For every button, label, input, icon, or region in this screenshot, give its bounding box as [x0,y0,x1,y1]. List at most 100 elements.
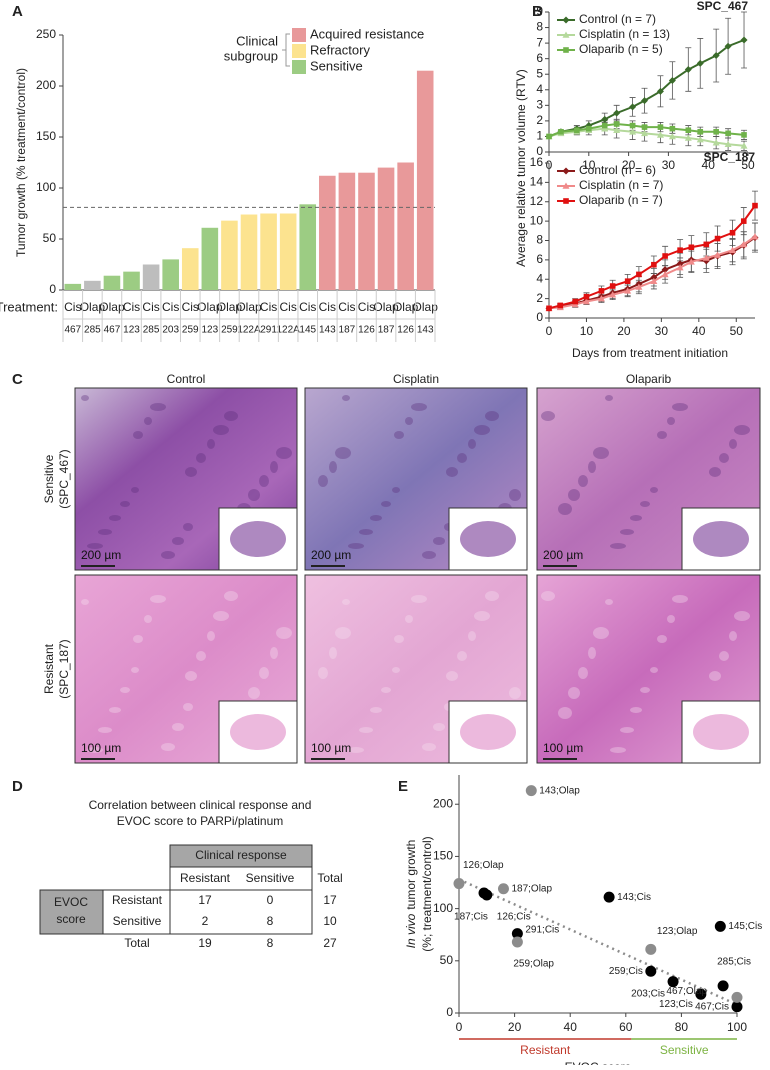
bar [201,227,219,290]
tissue-texture [568,687,580,699]
point-label: 187;Cis [454,912,488,923]
point-label: 291;Cis [525,924,559,935]
data-point [688,244,695,251]
tissue-texture [196,651,206,661]
tissue-texture [588,461,596,473]
range-label: Resistant [520,1043,571,1057]
data-point [546,305,552,312]
series-line [548,205,756,310]
table-cell: 2 [202,914,209,928]
tissue-texture [405,615,413,623]
tissue-texture [329,461,337,473]
data-point [668,76,676,84]
scale-bar-label: 200 µm [543,548,583,562]
x-tick-label: Olap [99,300,125,314]
x-tick-label: 20 [508,1020,522,1034]
bar [416,70,434,290]
tissue-texture [224,591,238,601]
bar [221,220,238,290]
tissue-texture [381,501,391,507]
data-point [613,121,620,127]
column-header: Resistant [180,871,231,885]
tissue-texture [144,615,152,623]
data-point [657,124,664,130]
x-tick-label: Olap [373,300,399,314]
data-point [740,218,747,224]
x-tick-label: 40 [564,1020,578,1034]
data-point [624,278,631,284]
x-tick-label: Cis [182,300,199,314]
tissue-texture [81,395,89,401]
series-line [548,235,756,310]
data-point [714,235,721,242]
y-axis-label-part: In vivo [404,913,418,948]
table-title: EVOC score to PARPi/platinum [117,814,284,828]
data-point [724,140,732,148]
data-point [650,277,658,284]
data-point [740,142,748,149]
point-label: 285;Cis [717,957,751,968]
tissue-texture [150,595,166,603]
data-point [641,124,648,130]
data-point [695,988,707,1000]
table-cell: 19 [198,936,212,950]
row-label: Total [124,936,149,950]
point-label: 123;Olap [657,926,698,937]
inset-tissue [230,521,286,557]
column-header: Control [167,372,206,386]
model-label: 126 [358,325,375,336]
data-point [558,128,564,135]
model-label: 145 [299,325,316,336]
tissue-texture [87,747,103,753]
legend-title: Clinical [236,33,278,48]
x-tick-label: Cis [162,300,179,314]
y-tick-label: 5 [536,66,543,80]
y-axis-label: In vivo tumor growth [404,840,418,949]
tissue-texture [248,489,260,501]
tissue-texture [259,475,269,487]
data-point [651,261,657,268]
x-tick-label: Olap [236,300,262,314]
y-tick-label: 6 [536,252,543,266]
tissue-texture [485,591,499,601]
tissue-texture [605,395,613,401]
tissue-texture [270,461,278,473]
bar [279,213,297,290]
data-point [546,133,552,140]
data-point [661,270,669,278]
x-tick-label: Cis [338,300,355,314]
tissue-texture [259,667,269,679]
tissue-texture [144,417,152,425]
model-label: 285 [143,325,160,336]
legend-marker [563,198,569,204]
tissue-texture [392,487,400,493]
data-point [629,122,636,129]
x-tick-label: 40 [702,158,716,172]
tissue-texture [196,453,206,463]
chart-title: SPC_467 [697,0,749,13]
bar [103,275,121,290]
tissue-texture [568,489,580,501]
column-header: Total [317,871,342,885]
inset-tissue [230,714,286,750]
point-label: 259;Cis [609,966,643,977]
tissue-texture [593,447,609,459]
tissue-texture [87,543,103,549]
bar [397,162,414,290]
tissue-texture [433,723,445,731]
data-point [677,247,683,253]
data-point [582,298,590,305]
column-header: Sensitive [246,871,295,885]
tissue-texture [131,487,139,493]
data-point [667,976,679,988]
tissue-texture [640,687,650,693]
tissue-texture [161,743,175,751]
point-label: 203;Cis [631,988,665,999]
row-model: (SPC_187) [57,639,71,698]
data-point [751,233,759,240]
x-axis-label: EVOC score [565,1060,632,1065]
y-tick-label: 0 [446,1005,453,1019]
y-axis-label: (%; treatment/control) [420,836,434,951]
tissue-texture [318,667,328,679]
data-point [697,128,704,135]
